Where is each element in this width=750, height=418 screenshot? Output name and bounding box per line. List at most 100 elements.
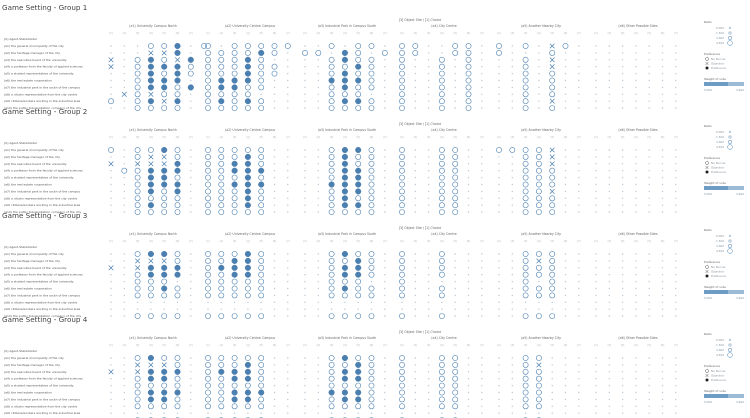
preference-mark [161, 403, 168, 410]
preference-mark [244, 105, 251, 111]
cell-dot [190, 384, 192, 387]
preference-mark-filled [161, 368, 168, 375]
preference-mark [452, 403, 459, 410]
cell-dot [190, 315, 192, 317]
cell-dot [110, 176, 112, 179]
cell-dot [110, 274, 112, 276]
preference-mark [205, 98, 211, 105]
preference-mark-filled [355, 271, 362, 278]
preference-mark-filled [147, 250, 154, 258]
preference-mark [549, 181, 556, 188]
cell-dot [427, 100, 430, 102]
cell-dot [304, 100, 306, 102]
preference-mark [205, 368, 211, 375]
cell-dot [648, 204, 650, 206]
cell-dot [498, 294, 500, 297]
cell-dot [136, 412, 139, 414]
cell-dot [635, 267, 637, 269]
legend-ratio-value: 0.000 [716, 130, 724, 134]
cell-dot [648, 176, 650, 179]
cell-dot [414, 301, 416, 303]
panel-title: Game Setting - Group 2 [2, 107, 87, 116]
cell-dot [511, 170, 513, 172]
preference-mark [174, 209, 181, 215]
preference-mark-filled [147, 271, 154, 278]
preference-mark-filled [231, 375, 238, 382]
column-header: (a1) University Campus North [129, 336, 177, 340]
cell-dot [384, 204, 386, 206]
cell-dot [595, 260, 597, 262]
column-header: (a5) Another Nearby City [521, 24, 561, 28]
cell-dot [467, 301, 470, 303]
cell-dot [608, 267, 610, 269]
legend-ratio-value: 1.500 [716, 343, 724, 347]
preference-mark [536, 147, 542, 153]
cell-dot [578, 280, 580, 283]
cell-dot [273, 405, 276, 407]
preference-mark-filled [161, 63, 168, 70]
preference-mark [399, 389, 405, 396]
preference-mark [438, 174, 445, 181]
cell-dot [578, 287, 580, 290]
cell-dot [304, 93, 306, 96]
preference-mark-filled [355, 63, 362, 70]
cell-dot [287, 405, 289, 407]
preference-mark [536, 382, 542, 389]
preference-mark-filled [161, 264, 168, 271]
cell-dot [287, 183, 289, 186]
cell-dot [467, 405, 470, 407]
cell-dot [608, 100, 610, 102]
preference-mark [522, 389, 529, 396]
legend-ratio-value: 3.000 [716, 244, 724, 248]
cell-dot [635, 66, 637, 68]
preference-mark [399, 153, 405, 160]
legend-ratio-value: 4.500 [716, 353, 724, 357]
sub-column-label: (3) [621, 343, 625, 347]
preference-mark [231, 355, 238, 361]
cell-dot [511, 294, 513, 297]
preference-mark [399, 77, 405, 84]
legend-weight-title: Weight of vote [704, 389, 726, 393]
panel-title: Game Setting - Group 3 [2, 211, 87, 220]
preference-mark-filled [258, 49, 265, 56]
preference-mark-filled [341, 375, 348, 382]
cell-dot [635, 107, 637, 109]
legend-ratio-circle [728, 343, 732, 347]
preference-mark [174, 285, 181, 292]
preference-mark [368, 368, 375, 375]
cell-dot [675, 66, 677, 68]
cell-dot [273, 197, 276, 199]
preference-mark [452, 361, 459, 368]
cell-dot [511, 204, 513, 206]
cell-dot [481, 52, 483, 54]
cell-dot [110, 190, 112, 193]
legend-ratio-value: 0.000 [716, 338, 724, 342]
cell-dot [273, 371, 276, 373]
preference-mark [328, 91, 335, 98]
preference-mark-filled [231, 77, 238, 84]
sub-column-label: (2) [413, 239, 417, 243]
preference-mark [536, 153, 542, 160]
cell-dot [287, 93, 289, 96]
cell-dot [635, 371, 637, 373]
cell-dot [414, 371, 416, 373]
cell-dot [661, 384, 664, 387]
objection-mark [148, 258, 154, 264]
cell-dot [608, 59, 610, 61]
preference-mark [399, 167, 405, 174]
legend-ratio-circle [727, 352, 733, 358]
sub-column-label: (6) [467, 343, 471, 347]
cell-dot [481, 391, 483, 394]
preference-mark [258, 77, 265, 84]
cell-dot [648, 274, 650, 276]
cell-dot [498, 301, 500, 303]
legend-preference-icon [705, 66, 709, 70]
column-header: (a6) Other Possible Sites [618, 24, 658, 28]
cell-dot [287, 260, 289, 262]
cell-dot [621, 170, 624, 172]
cell-dot [595, 176, 597, 179]
preference-mark-filled [341, 84, 348, 91]
cell-dot [608, 412, 610, 414]
cell-dot [661, 93, 664, 96]
cell-dot [648, 156, 650, 158]
